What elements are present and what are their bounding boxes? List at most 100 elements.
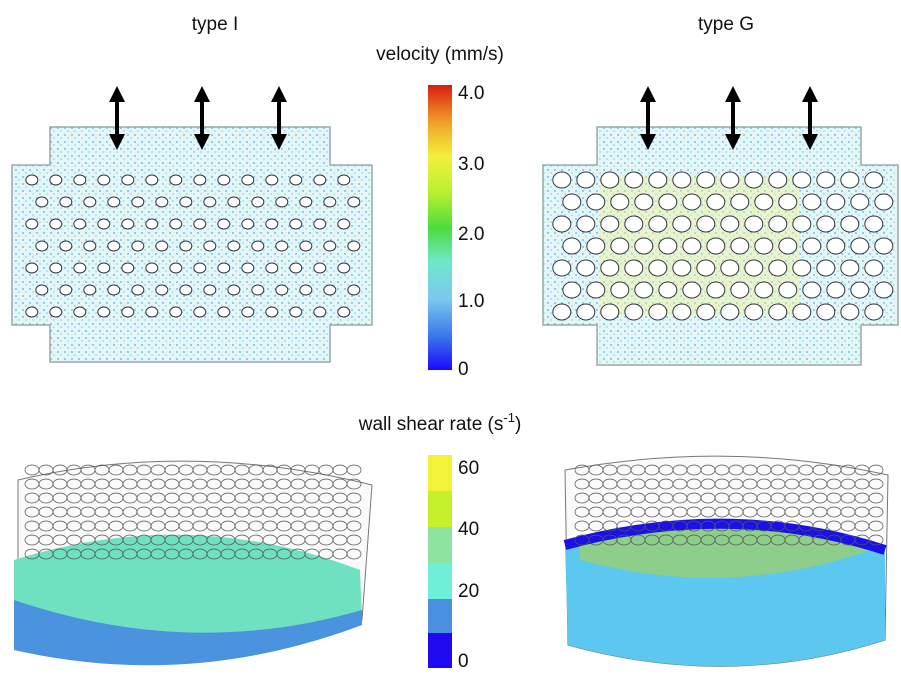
texture: [275, 196, 289, 208]
texture: [672, 215, 692, 233]
texture: [251, 196, 265, 208]
texture: [193, 306, 207, 318]
texture: [840, 259, 860, 277]
texture: [131, 240, 145, 252]
texture: [682, 281, 702, 299]
texture: [121, 262, 135, 274]
texture: [145, 174, 159, 186]
texture: [49, 174, 63, 186]
colorbar: [428, 85, 452, 370]
texture: [864, 171, 884, 189]
texture: [864, 215, 884, 233]
texture: [217, 262, 231, 274]
texture: [868, 478, 884, 490]
texture: [73, 174, 87, 186]
texture: [868, 520, 884, 532]
texture: [217, 218, 231, 230]
texture: [227, 196, 241, 208]
texture: [346, 506, 362, 518]
texture: [35, 284, 49, 296]
texture: [586, 237, 606, 255]
texture: [792, 171, 812, 189]
texture: [648, 215, 668, 233]
texture: [25, 218, 39, 230]
texture: [576, 215, 596, 233]
texture: [840, 215, 860, 233]
title-end: ): [515, 414, 521, 435]
texture: [850, 281, 870, 299]
texture: [730, 237, 750, 255]
texture: [97, 262, 111, 274]
texture: [265, 218, 279, 230]
texture: [696, 171, 716, 189]
texture: [49, 218, 63, 230]
texture: [346, 520, 362, 532]
texture: [145, 306, 159, 318]
texture: [73, 262, 87, 274]
texture: [107, 196, 121, 208]
texture: [802, 281, 822, 299]
texture: [826, 237, 846, 255]
texture: [586, 281, 606, 299]
texture: [850, 237, 870, 255]
texture: [227, 284, 241, 296]
texture: [241, 218, 255, 230]
texture: [169, 306, 183, 318]
texture: [83, 240, 97, 252]
texture: [73, 306, 87, 318]
texture: [754, 281, 774, 299]
title-text: wall shear rate (s: [358, 414, 504, 435]
texture: [265, 174, 279, 186]
texture: [193, 262, 207, 274]
texture: [35, 240, 49, 252]
texture: [600, 259, 620, 277]
texture: [217, 174, 231, 186]
colorbar-tick: 40: [458, 519, 479, 540]
texture: [706, 237, 726, 255]
texture: [850, 193, 870, 211]
texture: [289, 218, 303, 230]
texture: [299, 196, 313, 208]
texture: [552, 215, 572, 233]
texture: [337, 262, 351, 274]
texture: [38, 464, 54, 476]
texture: [816, 303, 836, 321]
texture: [323, 284, 337, 296]
texture: [826, 281, 846, 299]
texture: [265, 306, 279, 318]
texture: [145, 218, 159, 230]
texture: [792, 303, 812, 321]
texture: [696, 215, 716, 233]
texture: [816, 215, 836, 233]
texture: [145, 262, 159, 274]
texture: [121, 174, 135, 186]
texture: [868, 506, 884, 518]
texture: [97, 218, 111, 230]
texture: [802, 237, 822, 255]
texture: [624, 303, 644, 321]
title-sup: -1: [503, 410, 515, 425]
texture: [155, 240, 169, 252]
texture: [768, 171, 788, 189]
texture: [313, 306, 327, 318]
texture: [744, 215, 764, 233]
texture: [768, 215, 788, 233]
texture: [179, 240, 193, 252]
texture: [107, 284, 121, 296]
texture: [552, 171, 572, 189]
texture: [864, 259, 884, 277]
colorbar-tick: 60: [458, 458, 479, 479]
texture: [720, 215, 740, 233]
colorbar-tick: 20: [458, 581, 479, 602]
texture: [169, 262, 183, 274]
texture: [706, 193, 726, 211]
texture: [730, 281, 750, 299]
texture: [552, 303, 572, 321]
colorbar-title: wall shear rate (s-1): [358, 410, 522, 435]
texture: [299, 284, 313, 296]
texture: [347, 284, 361, 296]
texture: [610, 237, 630, 255]
texture: [193, 174, 207, 186]
texture: [323, 240, 337, 252]
texture: [275, 284, 289, 296]
